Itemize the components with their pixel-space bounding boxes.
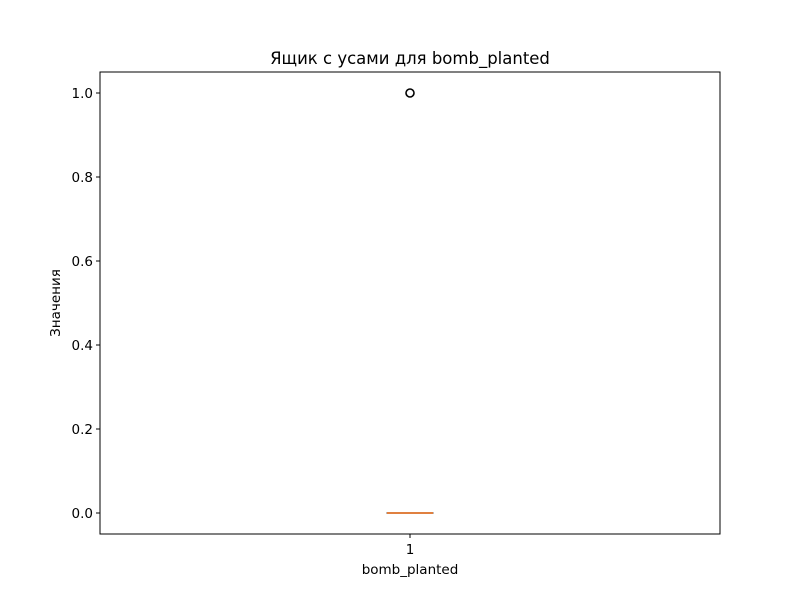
x-axis: 1 (406, 534, 415, 558)
outlier-point (405, 88, 415, 98)
y-tick-label: 0.6 (72, 254, 93, 270)
y-axis: 0.0 0.2 0.4 0.6 0.8 1.0 (72, 86, 100, 522)
y-axis-label: Значения (48, 269, 64, 337)
chart-title: Ящик с усами для bomb_planted (270, 49, 550, 69)
x-axis-label: bomb_planted (362, 562, 459, 578)
box-1 (386, 88, 434, 514)
y-tick-label: 0.2 (72, 422, 93, 438)
y-tick-label: 0.0 (72, 506, 93, 522)
y-tick-label: 1.0 (72, 86, 93, 102)
y-tick-label: 0.8 (72, 170, 93, 186)
x-tick-label: 1 (406, 542, 415, 558)
y-tick-label: 0.4 (72, 338, 93, 354)
